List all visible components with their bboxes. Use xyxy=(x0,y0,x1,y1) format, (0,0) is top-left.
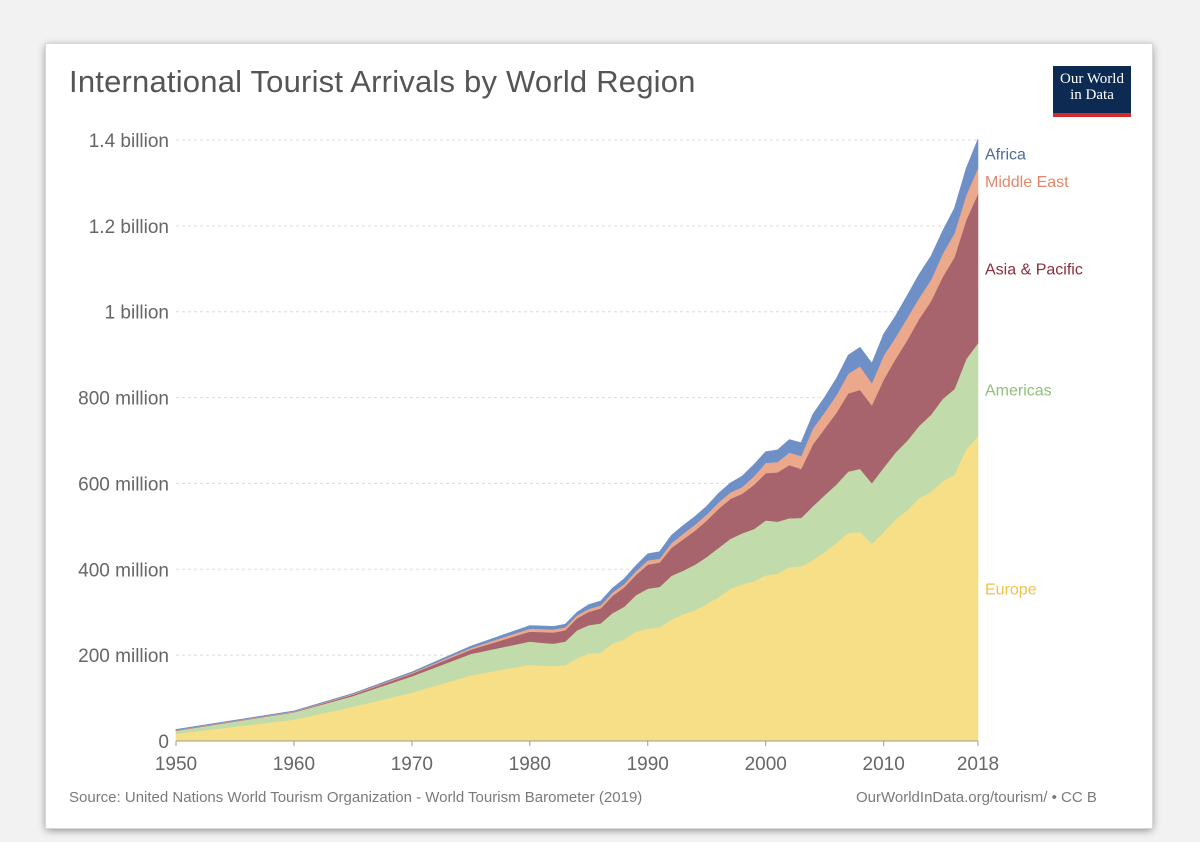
x-tick-label: 1990 xyxy=(627,754,669,775)
y-tick-label: 0 xyxy=(158,732,169,753)
legend-label-africa[interactable]: Africa xyxy=(985,147,1026,164)
owid-logo[interactable]: Our World in Data xyxy=(1053,66,1131,117)
area-africa[interactable] xyxy=(175,139,979,731)
x-tick-label: 2018 xyxy=(957,754,999,775)
legend-label-middle-east[interactable]: Middle East xyxy=(985,174,1069,191)
source-note: Source: United Nations World Tourism Org… xyxy=(69,789,643,806)
logo-line-1: Our World xyxy=(1060,71,1124,87)
legend-label-americas[interactable]: Americas xyxy=(985,383,1052,400)
y-tick-label: 800 million xyxy=(78,389,169,410)
x-tick-label: 1980 xyxy=(509,754,551,775)
x-tick-label: 2000 xyxy=(745,754,787,775)
legend-label-asia-and-pacific[interactable]: Asia & Pacific xyxy=(985,261,1083,278)
y-tick-label: 1 billion xyxy=(105,303,169,324)
y-tick-label: 1.4 billion xyxy=(89,131,169,152)
y-tick-label: 200 million xyxy=(78,646,169,667)
y-tick-label: 400 million xyxy=(78,560,169,581)
chart-title: International Tourist Arrivals by World … xyxy=(69,64,696,99)
x-tick-label: 1970 xyxy=(391,754,433,775)
source-url-link[interactable]: OurWorldInData.org/tourism/ • CC B xyxy=(856,789,1097,806)
x-tick-label: 1950 xyxy=(155,754,197,775)
legend-label-europe[interactable]: Europe xyxy=(985,582,1037,599)
y-tick-label: 1.2 billion xyxy=(89,217,169,238)
logo-line-2: in Data xyxy=(1070,87,1114,103)
y-tick-label: 600 million xyxy=(78,474,169,495)
x-tick-label: 1960 xyxy=(273,754,315,775)
x-tick-label: 2010 xyxy=(863,754,905,775)
